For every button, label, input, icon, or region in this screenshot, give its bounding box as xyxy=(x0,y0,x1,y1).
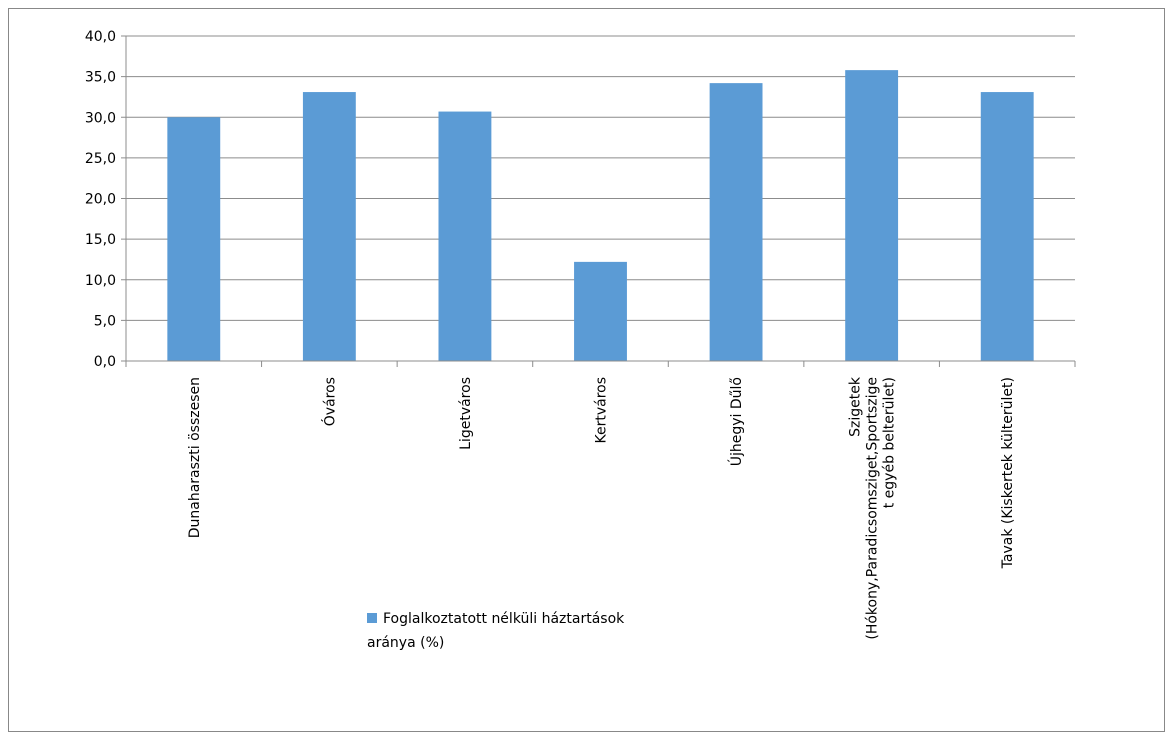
bar xyxy=(438,111,492,361)
bar xyxy=(574,261,627,361)
axes xyxy=(125,36,1076,367)
legend-swatch xyxy=(367,613,377,623)
legend-label-line2: aránya (%) xyxy=(367,635,445,651)
y-tick-label: 5,0 xyxy=(94,313,116,329)
x-category-label: Dunaharaszti összesen xyxy=(187,377,203,538)
bars xyxy=(167,70,1034,361)
x-category-label: (Hókony,Paradicsomsziget,Sportszige xyxy=(865,377,881,640)
y-tick-label: 35,0 xyxy=(85,70,116,86)
bar xyxy=(845,70,899,361)
y-tick-label: 40,0 xyxy=(85,29,116,45)
legend-label-line1: Foglalkoztatott nélküli háztartások xyxy=(383,611,625,627)
chart-frame: 0,0 5,0 10,0 15,0 20,0 25,0 30,0 35,0 40,0 Dunah… xyxy=(8,8,1165,732)
y-axis-ticks: 0,0 5,0 10,0 15,0 20,0 25,0 30,0 35,0 40,0 xyxy=(85,29,126,370)
y-tick-label: 15,0 xyxy=(85,232,116,248)
legend: Foglalkoztatott nélküli háztartások arán… xyxy=(367,607,727,655)
bar xyxy=(302,92,356,361)
x-category-label: Tavak (Kiskertek külterület) xyxy=(1000,377,1016,569)
bar xyxy=(167,117,221,361)
x-category-label: t egyéb belterület) xyxy=(882,377,898,508)
x-category-label: Szigetek xyxy=(848,376,864,437)
gridlines xyxy=(126,35,1075,321)
x-category-label: Újhegyi Dűlő xyxy=(727,377,745,466)
bar xyxy=(709,83,763,361)
x-axis-category-labels: Dunaharaszti összesen Óváros Ligetváros Ker… xyxy=(187,376,1016,640)
y-tick-label: 25,0 xyxy=(85,151,116,167)
y-tick-label: 20,0 xyxy=(85,192,116,208)
bar xyxy=(980,92,1034,361)
y-tick-label: 0,0 xyxy=(94,354,116,370)
x-category-label: Ligetváros xyxy=(458,377,474,450)
y-tick-label: 30,0 xyxy=(85,110,116,126)
bar-chart: 0,0 5,0 10,0 15,0 20,0 25,0 30,0 35,0 40,0 Dunah… xyxy=(85,29,1076,640)
y-tick-label: 10,0 xyxy=(85,273,116,289)
x-category-label: Óváros xyxy=(320,377,338,426)
x-category-label: Kertváros xyxy=(594,377,610,444)
